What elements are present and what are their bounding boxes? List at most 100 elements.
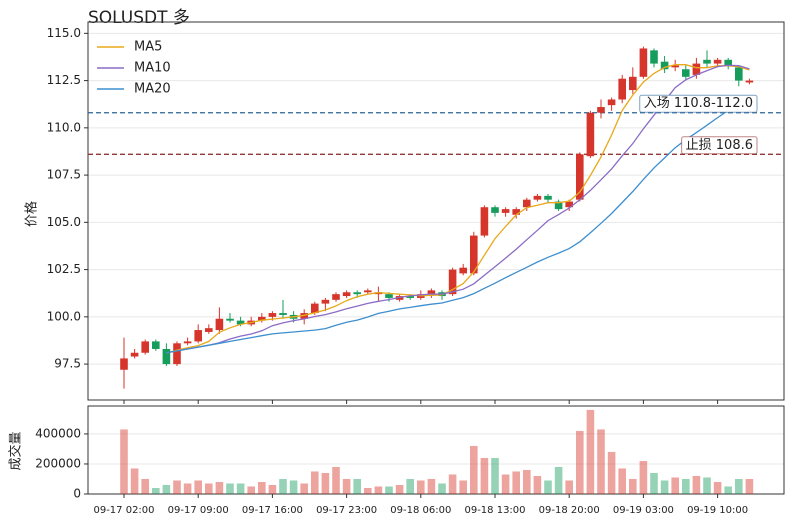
- volume-bar: [183, 483, 192, 494]
- volume-bar: [523, 469, 531, 494]
- volume-bar: [735, 478, 743, 494]
- candle-body: [491, 207, 499, 213]
- volume-bar: [480, 457, 489, 494]
- candle-body: [459, 267, 467, 274]
- candle-body: [565, 201, 573, 208]
- candle-body: [533, 195, 542, 200]
- volume-bar: [120, 429, 128, 494]
- volume-bar: [544, 480, 552, 494]
- legend-label: MA20: [134, 82, 171, 97]
- x-tick-label: 09-19 03:00: [613, 505, 674, 516]
- candle-body: [173, 343, 181, 365]
- volume-bar: [607, 451, 616, 494]
- volume-bar: [671, 477, 679, 494]
- plot-frame: [87, 405, 785, 495]
- candle-body: [597, 107, 605, 113]
- candle-body: [692, 63, 701, 75]
- y-tick-label: 200000: [35, 456, 81, 470]
- candle-body: [607, 99, 616, 106]
- y-tick-label: 102.5: [47, 262, 81, 276]
- volume-bar: [342, 478, 351, 494]
- ma-line: [166, 98, 750, 354]
- volume-bar: [364, 487, 372, 494]
- volume-bar: [438, 483, 446, 494]
- candle-body: [671, 65, 679, 68]
- volume-bar: [268, 484, 277, 494]
- candle-body: [332, 294, 340, 300]
- candle-body: [130, 352, 139, 357]
- y-tick-label: 0: [73, 487, 81, 501]
- volume-bar: [289, 480, 298, 494]
- volume-bar: [745, 478, 754, 494]
- candle-body: [215, 318, 224, 331]
- volume-bar: [130, 468, 139, 494]
- volume-bar: [501, 474, 510, 494]
- candle-body: [268, 313, 277, 317]
- x-tick-label: 09-19 10:00: [687, 505, 748, 516]
- chart-title: SOLUSDT 多: [88, 8, 190, 28]
- y-tick-label: 110.0: [47, 120, 81, 134]
- candle-body: [544, 195, 552, 200]
- volume-bar: [470, 445, 478, 494]
- reference-label: 入场 110.8-112.0: [644, 96, 753, 111]
- candle-body: [321, 299, 330, 304]
- candle-body: [523, 199, 531, 208]
- candle-body: [660, 61, 669, 70]
- candle-body: [236, 320, 245, 325]
- volume-bar: [597, 429, 605, 494]
- reference-label-box: [681, 136, 758, 155]
- y-tick-label: 400000: [35, 426, 81, 440]
- x-tick-label: 09-18 13:00: [464, 505, 525, 516]
- candle-body: [618, 78, 626, 100]
- volume-bar: [427, 478, 436, 494]
- volume-bar: [713, 481, 722, 494]
- candle-body: [141, 341, 149, 353]
- legend-label: MA5: [134, 40, 162, 55]
- volume-bar: [385, 486, 393, 494]
- volume-bar: [141, 478, 149, 494]
- volume-bar: [173, 480, 181, 494]
- volume-bar: [448, 474, 457, 494]
- candle-body: [364, 290, 372, 293]
- candle-body: [427, 290, 436, 295]
- candle-body: [183, 341, 192, 344]
- candle-body: [650, 50, 658, 64]
- volume-bar: [152, 487, 160, 494]
- candle-body: [703, 59, 711, 64]
- ma-line: [166, 64, 750, 354]
- candle-body: [586, 112, 595, 157]
- candle-body: [342, 292, 351, 297]
- y-tick-label: 115.0: [47, 26, 81, 40]
- volume-bar: [300, 483, 308, 494]
- candle-body: [205, 328, 213, 332]
- volume-bar: [565, 480, 573, 494]
- candle-body: [353, 292, 361, 295]
- volume-bar: [639, 460, 648, 494]
- x-tick-label: 09-17 23:00: [316, 505, 377, 516]
- candle-body: [279, 313, 287, 315]
- volume-bar: [321, 472, 330, 494]
- volume-bar: [629, 478, 637, 494]
- candle-body: [120, 358, 128, 370]
- y-axis-label: 成交量: [8, 431, 24, 470]
- volume-bar: [554, 466, 563, 494]
- candle-body: [713, 59, 722, 64]
- candle-body: [226, 318, 234, 321]
- candle-body: [162, 348, 171, 365]
- candle-body: [724, 59, 732, 66]
- candle-body: [735, 67, 743, 81]
- candle-body: [385, 294, 393, 298]
- volume-bar: [512, 471, 520, 494]
- volume-bar: [215, 481, 224, 494]
- volume-bar: [353, 478, 361, 494]
- volume-bar: [226, 483, 234, 494]
- volume-bar: [576, 430, 584, 494]
- y-tick-label: 97.5: [54, 357, 81, 371]
- volume-bar: [491, 457, 499, 494]
- candle-body: [194, 330, 202, 342]
- x-tick-label: 09-17 09:00: [168, 505, 229, 516]
- volume-bar: [162, 484, 171, 494]
- volume-bar: [459, 480, 467, 494]
- x-tick-label: 09-18 20:00: [539, 505, 600, 516]
